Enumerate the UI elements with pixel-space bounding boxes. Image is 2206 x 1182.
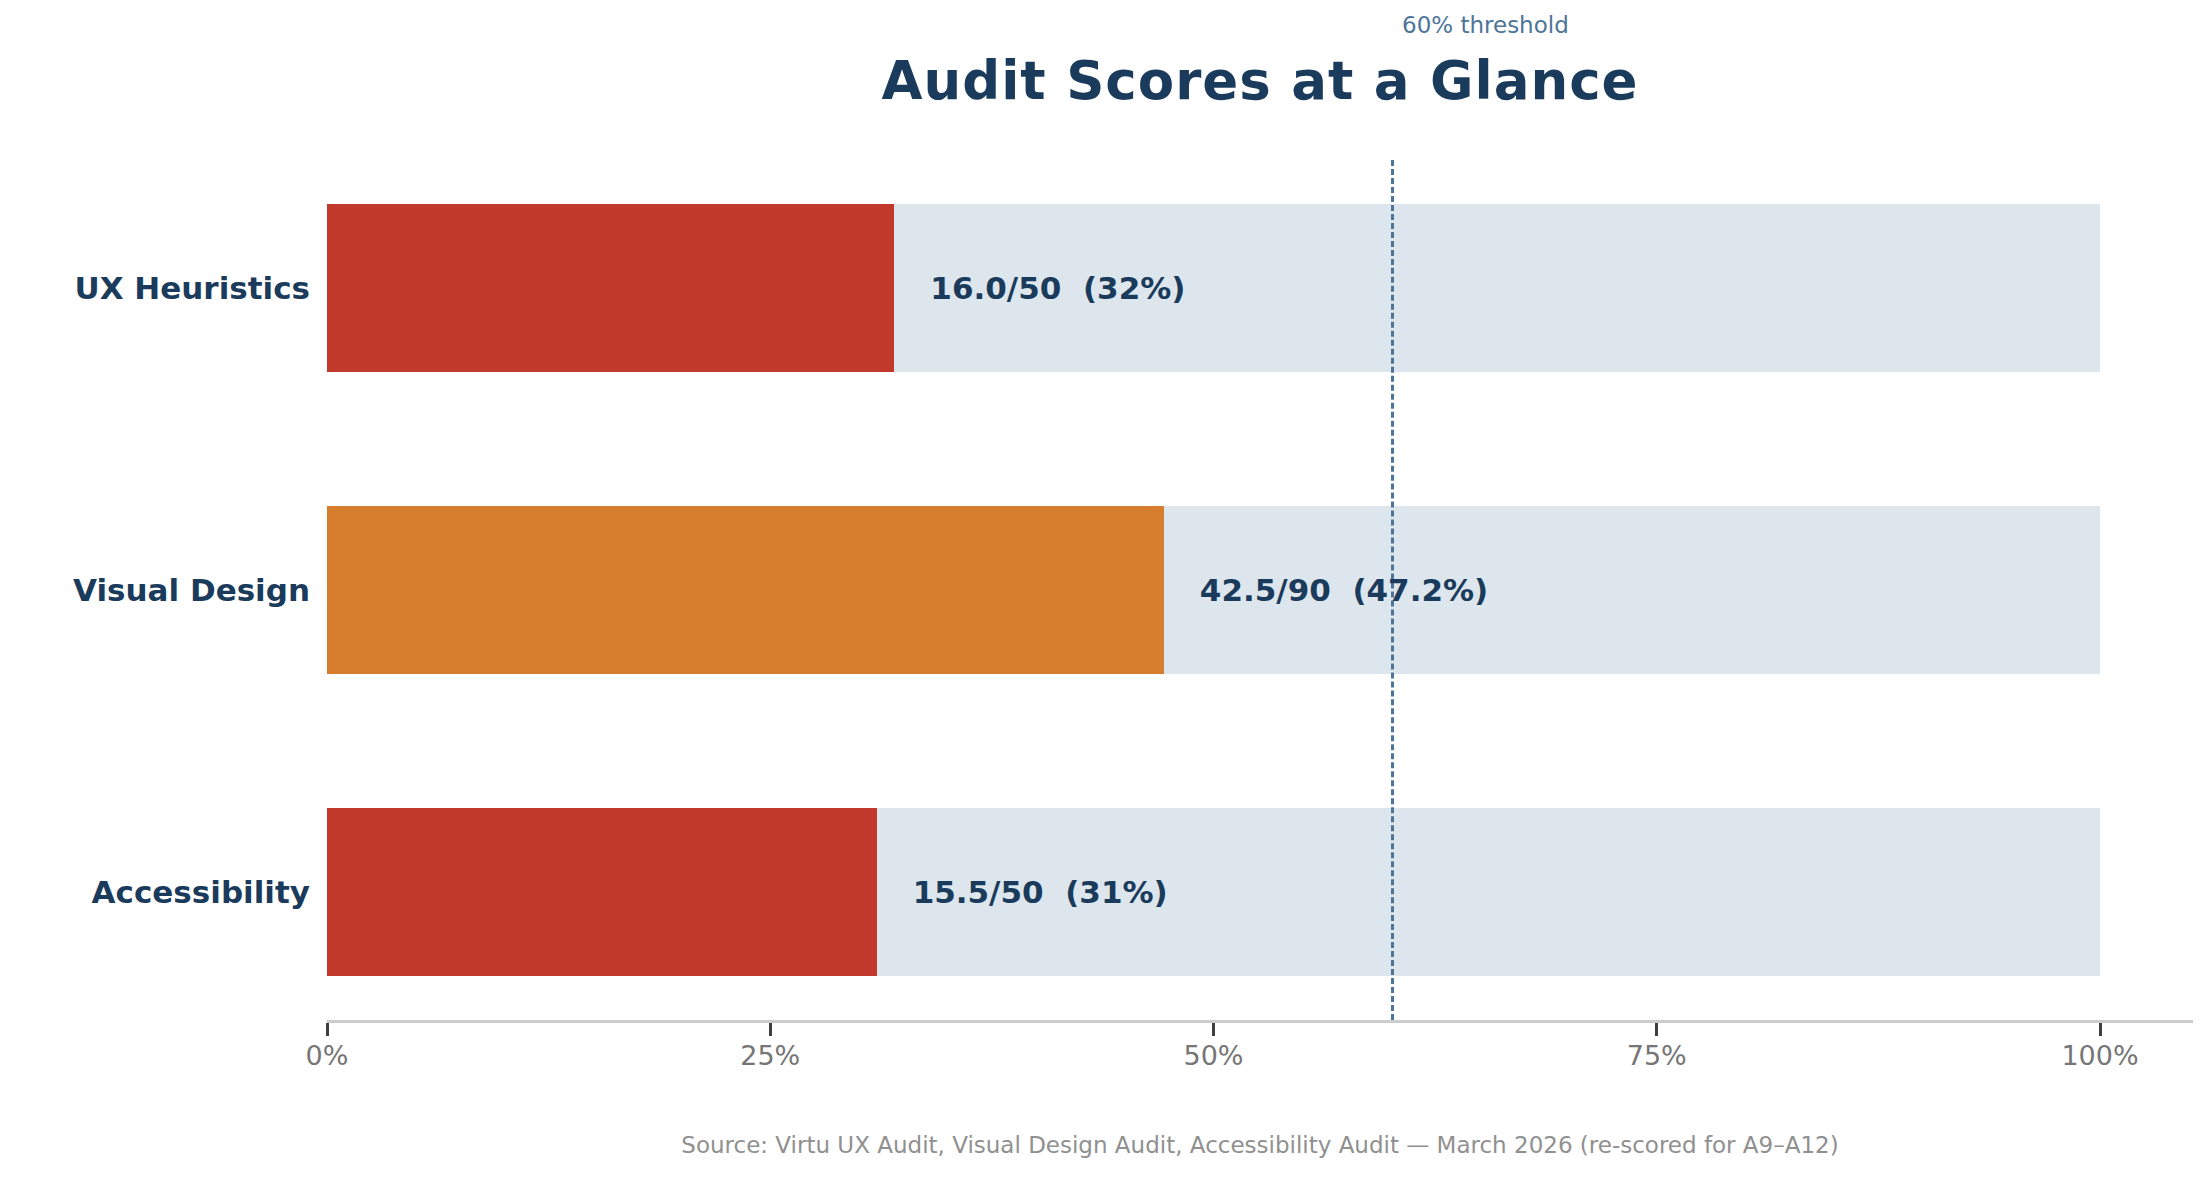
bar-value-label: 42.5/90 (47.2%): [1164, 506, 1488, 674]
bar-ux-heuristics: [327, 204, 894, 372]
x-tick-label: 75%: [1587, 1040, 1727, 1071]
bar-accessibility: [327, 808, 877, 976]
x-tick-label: 100%: [2030, 1040, 2170, 1071]
audit-scores-bar-chart: 60% threshold Audit Scores at a Glance U…: [0, 0, 2206, 1182]
bar-track: 15.5/50 (31%): [327, 808, 2100, 976]
bar-value-label: 16.0/50 (32%): [894, 204, 1185, 372]
chart-title: Audit Scores at a Glance: [327, 50, 2193, 111]
x-tick-mark: [1655, 1023, 1658, 1036]
x-tick-mark: [1212, 1023, 1215, 1036]
category-label-accessibility: Accessibility: [0, 808, 310, 976]
x-tick-mark: [769, 1023, 772, 1036]
threshold-label: 60% threshold: [1402, 12, 1569, 38]
x-axis-line: [327, 1020, 2193, 1023]
plot-area: 16.0/50 (32%) 42.5/90 (47.2%) 15.5/50 (3…: [327, 150, 2100, 1020]
x-tick-label: 50%: [1144, 1040, 1284, 1071]
category-label-ux-heuristics: UX Heuristics: [0, 204, 310, 372]
x-tick-mark: [326, 1023, 329, 1036]
bar-visual-design: [327, 506, 1164, 674]
x-tick-label: 25%: [700, 1040, 840, 1071]
category-label-visual-design: Visual Design: [0, 506, 310, 674]
source-caption: Source: Virtu UX Audit, Visual Design Au…: [327, 1132, 2193, 1158]
bar-track: 16.0/50 (32%): [327, 204, 2100, 372]
x-tick-mark: [2099, 1023, 2102, 1036]
bar-value-label: 15.5/50 (31%): [877, 808, 1168, 976]
x-tick-label: 0%: [257, 1040, 397, 1071]
bar-track: 42.5/90 (47.2%): [327, 506, 2100, 674]
